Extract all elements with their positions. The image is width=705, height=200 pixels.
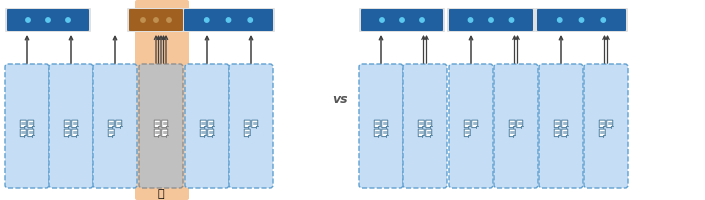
Circle shape [380, 19, 384, 23]
FancyBboxPatch shape [49, 65, 93, 188]
FancyBboxPatch shape [139, 65, 183, 188]
FancyBboxPatch shape [537, 10, 626, 32]
Polygon shape [418, 129, 424, 137]
FancyBboxPatch shape [535, 9, 628, 33]
Polygon shape [154, 121, 160, 128]
Polygon shape [109, 129, 114, 137]
FancyBboxPatch shape [359, 9, 445, 33]
Polygon shape [374, 121, 380, 128]
FancyBboxPatch shape [361, 10, 443, 32]
Polygon shape [161, 121, 168, 128]
Circle shape [204, 19, 209, 23]
FancyBboxPatch shape [447, 9, 535, 33]
Circle shape [509, 19, 514, 23]
FancyBboxPatch shape [185, 65, 229, 188]
Polygon shape [554, 129, 560, 137]
Circle shape [468, 19, 472, 23]
Polygon shape [554, 121, 560, 128]
Polygon shape [161, 129, 168, 137]
Polygon shape [208, 129, 214, 137]
FancyBboxPatch shape [494, 65, 538, 188]
Circle shape [419, 19, 424, 23]
Polygon shape [20, 129, 26, 137]
FancyBboxPatch shape [584, 65, 628, 188]
Circle shape [167, 19, 171, 23]
Circle shape [400, 19, 404, 23]
FancyBboxPatch shape [403, 65, 447, 188]
Circle shape [141, 19, 145, 23]
Polygon shape [374, 129, 380, 137]
Circle shape [26, 19, 30, 23]
Circle shape [489, 19, 493, 23]
FancyBboxPatch shape [182, 9, 275, 33]
Polygon shape [465, 121, 470, 128]
Polygon shape [208, 121, 214, 128]
Polygon shape [381, 121, 388, 128]
Polygon shape [20, 121, 26, 128]
Polygon shape [465, 129, 470, 137]
Polygon shape [418, 121, 424, 128]
Polygon shape [72, 121, 78, 128]
Polygon shape [27, 121, 34, 128]
Circle shape [226, 19, 231, 23]
Polygon shape [599, 121, 606, 128]
Circle shape [248, 19, 252, 23]
FancyBboxPatch shape [5, 65, 49, 188]
FancyBboxPatch shape [449, 65, 493, 188]
Polygon shape [64, 121, 70, 128]
Polygon shape [64, 129, 70, 137]
FancyBboxPatch shape [5, 9, 91, 33]
Circle shape [580, 19, 584, 23]
Polygon shape [472, 121, 478, 128]
FancyBboxPatch shape [539, 65, 583, 188]
Polygon shape [244, 129, 250, 137]
Polygon shape [517, 121, 522, 128]
FancyBboxPatch shape [93, 65, 137, 188]
Polygon shape [154, 129, 160, 137]
Polygon shape [562, 121, 568, 128]
Polygon shape [109, 121, 114, 128]
Circle shape [601, 19, 606, 23]
Polygon shape [426, 129, 431, 137]
Polygon shape [72, 129, 78, 137]
Polygon shape [599, 129, 606, 137]
Polygon shape [244, 121, 250, 128]
Circle shape [558, 19, 562, 23]
Polygon shape [509, 121, 515, 128]
Polygon shape [200, 121, 207, 128]
Polygon shape [381, 129, 388, 137]
FancyBboxPatch shape [184, 10, 273, 32]
Polygon shape [509, 129, 515, 137]
Polygon shape [562, 129, 568, 137]
Circle shape [66, 19, 70, 23]
Polygon shape [27, 129, 34, 137]
FancyBboxPatch shape [129, 10, 183, 32]
Polygon shape [426, 121, 431, 128]
FancyBboxPatch shape [229, 65, 273, 188]
FancyBboxPatch shape [359, 65, 403, 188]
Text: 🔥: 🔥 [158, 188, 164, 198]
Text: vs: vs [332, 93, 348, 106]
Polygon shape [116, 121, 122, 128]
FancyBboxPatch shape [127, 9, 185, 33]
Circle shape [154, 19, 158, 23]
FancyBboxPatch shape [449, 10, 533, 32]
Circle shape [46, 19, 50, 23]
Polygon shape [607, 121, 613, 128]
Polygon shape [252, 121, 258, 128]
Polygon shape [200, 129, 207, 137]
FancyBboxPatch shape [7, 10, 89, 32]
FancyBboxPatch shape [135, 1, 189, 200]
